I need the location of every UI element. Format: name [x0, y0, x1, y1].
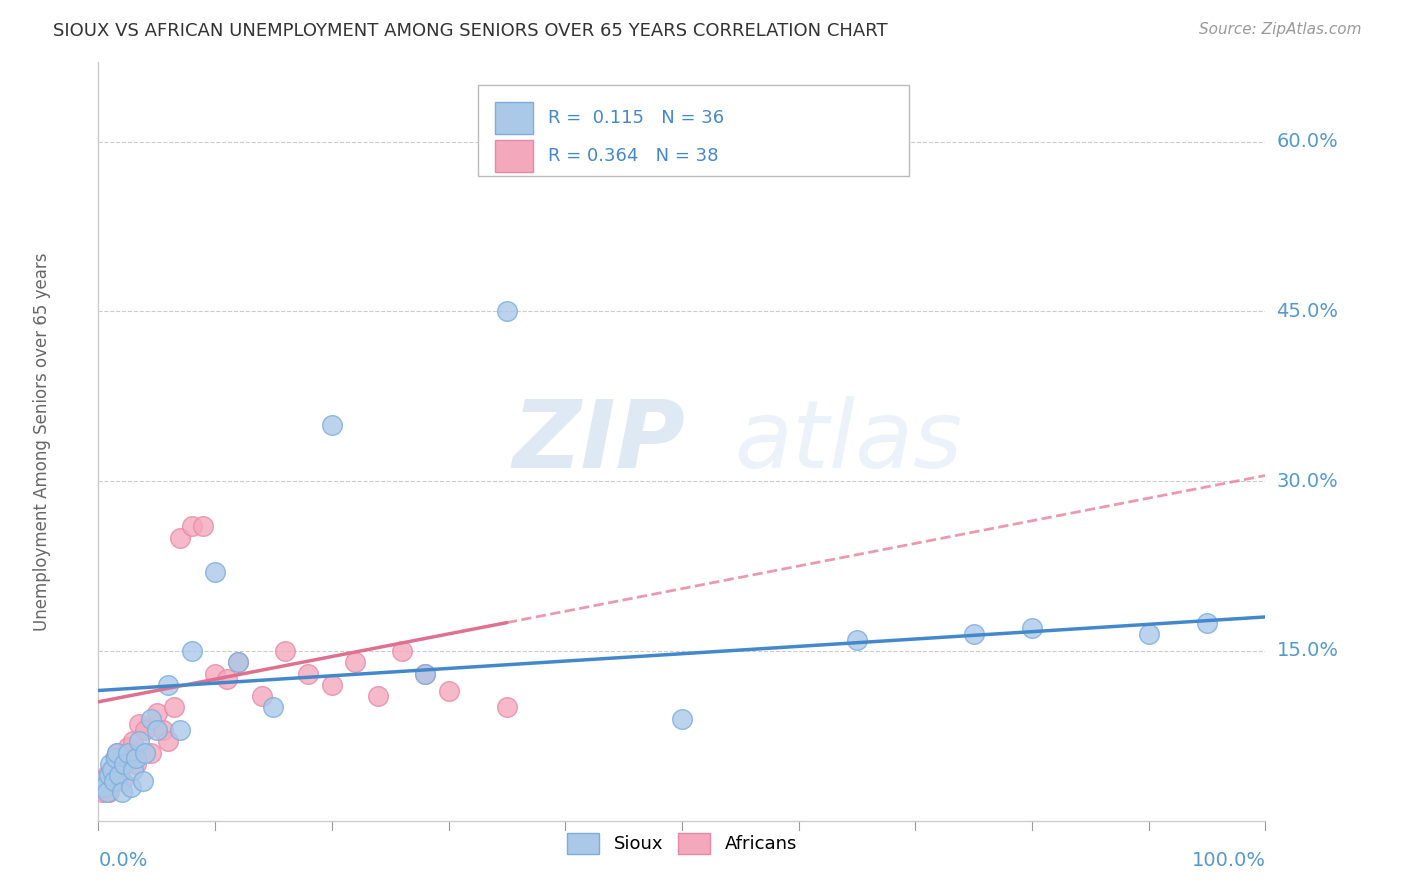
Point [157, 678, 180, 692]
Point [193, 519, 215, 533]
Point [90, 774, 112, 789]
Point [152, 723, 174, 738]
Point [117, 740, 139, 755]
FancyBboxPatch shape [478, 85, 910, 177]
Point [96, 768, 118, 782]
Text: Source: ZipAtlas.com: Source: ZipAtlas.com [1198, 22, 1361, 37]
Point [180, 519, 202, 533]
Point [112, 757, 135, 772]
Point [120, 751, 142, 765]
Point [98, 757, 121, 772]
Point [204, 666, 226, 681]
Text: ZIP: ZIP [513, 395, 686, 488]
Text: 30.0%: 30.0% [1277, 472, 1339, 491]
Text: 0.0%: 0.0% [98, 851, 148, 871]
Point [90, 785, 112, 799]
Point [105, 746, 128, 760]
Point [163, 700, 186, 714]
Point [146, 706, 169, 720]
Point [101, 763, 124, 777]
Point [93, 780, 115, 794]
Point [108, 768, 131, 782]
Point [157, 734, 180, 748]
Point [846, 632, 869, 647]
Point [100, 763, 122, 777]
Text: atlas: atlas [734, 396, 963, 487]
Point [215, 672, 238, 686]
Point [122, 734, 145, 748]
Point [228, 655, 250, 669]
Point [125, 757, 148, 772]
Point [321, 417, 343, 432]
Point [1195, 615, 1218, 630]
Point [104, 751, 127, 765]
Point [139, 746, 162, 760]
Text: 45.0%: 45.0% [1277, 301, 1339, 321]
Point [134, 723, 156, 738]
Point [120, 780, 142, 794]
Point [146, 723, 169, 738]
Point [117, 746, 139, 760]
Point [111, 785, 134, 799]
Point [344, 655, 367, 669]
Point [297, 666, 319, 681]
Point [108, 763, 131, 777]
Legend: Sioux, Africans: Sioux, Africans [560, 826, 804, 861]
Point [367, 689, 389, 703]
Point [105, 746, 128, 760]
Point [391, 644, 413, 658]
Point [1137, 627, 1160, 641]
Point [132, 774, 155, 789]
Point [128, 734, 150, 748]
Point [111, 774, 134, 789]
Point [496, 304, 519, 318]
Point [125, 751, 148, 765]
Point [180, 644, 202, 658]
Point [93, 780, 115, 794]
Point [262, 700, 284, 714]
Text: R = 0.364   N = 38: R = 0.364 N = 38 [548, 146, 718, 165]
Point [274, 644, 297, 658]
Point [496, 700, 519, 714]
Text: SIOUX VS AFRICAN UNEMPLOYMENT AMONG SENIORS OVER 65 YEARS CORRELATION CHART: SIOUX VS AFRICAN UNEMPLOYMENT AMONG SENI… [53, 22, 889, 40]
Point [103, 774, 125, 789]
Point [97, 768, 120, 782]
Point [671, 712, 693, 726]
Text: 100.0%: 100.0% [1191, 851, 1265, 871]
Point [128, 717, 150, 731]
Point [1021, 621, 1043, 635]
Point [204, 565, 226, 579]
Bar [495, 140, 533, 171]
Point [413, 666, 436, 681]
Point [321, 678, 343, 692]
Point [101, 774, 124, 789]
Point [139, 712, 162, 726]
Point [97, 785, 120, 799]
Bar [495, 103, 533, 134]
Point [228, 655, 250, 669]
Point [96, 785, 118, 799]
Text: Unemployment Among Seniors over 65 years: Unemployment Among Seniors over 65 years [34, 252, 52, 631]
Point [169, 723, 191, 738]
Text: R =  0.115   N = 36: R = 0.115 N = 36 [548, 109, 724, 128]
Point [413, 666, 436, 681]
Point [122, 763, 145, 777]
Point [437, 683, 460, 698]
Point [169, 531, 191, 545]
Text: 60.0%: 60.0% [1277, 132, 1339, 151]
Point [112, 757, 135, 772]
Point [134, 746, 156, 760]
Point [250, 689, 273, 703]
Point [962, 627, 984, 641]
Point [104, 751, 127, 765]
Text: 15.0%: 15.0% [1277, 641, 1339, 660]
